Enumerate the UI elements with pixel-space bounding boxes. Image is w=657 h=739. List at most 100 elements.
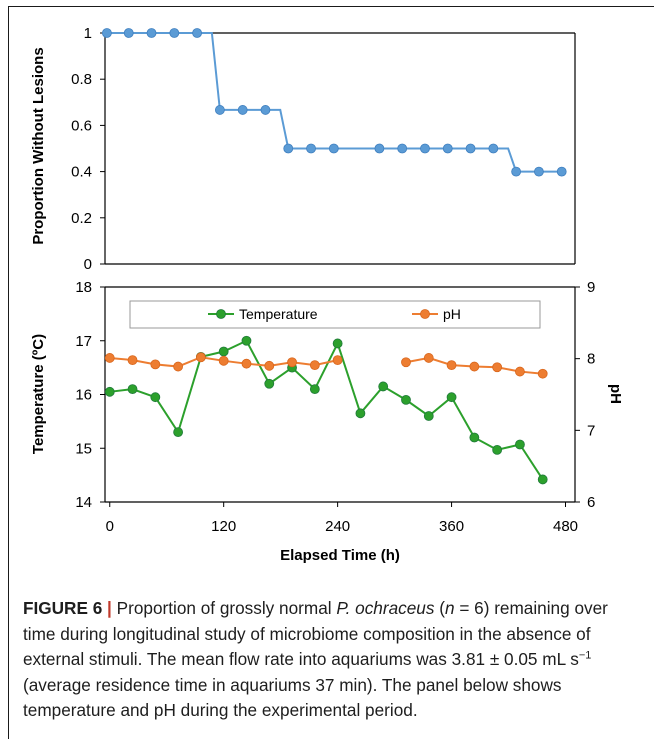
temp-y-tick-label: 17 [75, 333, 92, 350]
ph-y-tick-label: 9 [587, 279, 595, 296]
temperature-data-point [309, 384, 320, 395]
lesion-data-point [123, 28, 134, 38]
lesion-data-point [146, 28, 157, 38]
ph-y-ticks: 6 7 8 9 [575, 279, 595, 511]
temperature-data-point [127, 384, 138, 395]
lesion-data-point [420, 143, 430, 154]
caption-text-part4: (average residence time in aquariums 37 … [23, 674, 562, 721]
caption-text-part3: = 6) remaining over time during longitud… [23, 598, 608, 669]
lesion-y-tick-label: 1 [84, 25, 92, 42]
temperature-series-line [109, 339, 544, 480]
legend-box [129, 300, 541, 329]
time-x-tick-label: 480 [553, 518, 578, 535]
lesion-data-point [169, 28, 180, 38]
temp-y-tick-label: 18 [75, 279, 92, 296]
ph-data-point [195, 352, 206, 363]
ph-y-tick-label: 8 [587, 351, 595, 368]
time-x-tick-label: 360 [439, 518, 464, 535]
temperature-data-point [401, 394, 411, 405]
caption-text-part1: Proportion of grossly normal [116, 598, 332, 618]
legend-ph-label: pH [443, 306, 461, 322]
legend-ph-marker [420, 309, 430, 319]
lesion-series [101, 28, 567, 177]
lesion-y-tick-label: 0.4 [71, 164, 92, 181]
lesion-data-point [374, 143, 385, 154]
ph-data-point [127, 355, 138, 366]
time-x-tick-label: 120 [211, 518, 236, 535]
ph-data-point [241, 358, 252, 369]
temperature-data-point [378, 381, 389, 392]
ph-data-point [469, 361, 480, 372]
temp-y-tick-label: 14 [75, 494, 92, 511]
caption-separator: | [107, 598, 112, 618]
caption-text-part2: ( [439, 598, 445, 618]
temperature-data-point [264, 378, 275, 389]
ph-data-point [287, 357, 297, 368]
temp-y-tick-label: 16 [75, 387, 92, 404]
temperature-data-point [446, 392, 457, 403]
figure-frame-left [8, 6, 9, 739]
lesion-y-tick-label: 0.2 [71, 210, 92, 227]
lesion-y-axis-label: Proportion Without Lesions [30, 47, 47, 244]
time-x-axis-label: Elapsed Time (h) [280, 547, 400, 564]
temperature-data-point [150, 392, 161, 403]
temp-y-axis-label: Temperature (ºC) [30, 334, 47, 454]
legend-temperature-marker [216, 309, 226, 319]
lesion-data-point [442, 143, 453, 154]
lesion-data-point [101, 28, 112, 38]
lesion-data-point [306, 143, 316, 154]
lesion-y-ticks: 0 0.2 0.4 0.6 0.8 1 [71, 25, 105, 273]
lesion-data-point [214, 105, 225, 115]
temperature-data-point [218, 346, 229, 357]
lesion-data-point [556, 166, 567, 177]
ph-data-point [309, 360, 320, 371]
lesion-data-point [488, 143, 499, 154]
ph-data-point [446, 360, 457, 371]
lesion-data-point [237, 105, 248, 115]
ph-y-axis-label: pH [607, 384, 624, 404]
lesion-data-point [534, 166, 544, 177]
temperature-ph-panel: 14 15 16 17 18 6 7 8 9 0 120 240 360 480 Temperatur… [30, 279, 624, 564]
temp-y-tick-label: 15 [75, 440, 92, 457]
legend-temperature-label: Temperature [239, 306, 318, 322]
caption-n-symbol: n [444, 598, 455, 618]
ph-y-tick-label: 7 [587, 422, 595, 439]
lesion-data-point [328, 143, 339, 154]
figure-caption: FIGURE 6 | Proportion of grossly normal … [23, 596, 643, 724]
lesion-panel: 0 0.2 0.4 0.6 0.8 1 Proportion Without Lesion… [30, 25, 576, 273]
legend: Temperature pH [129, 300, 541, 329]
time-x-ticks: 0 120 240 360 480 [106, 502, 578, 535]
lesion-data-point [260, 105, 271, 115]
ph-data-point [173, 361, 184, 372]
lesion-y-tick-label: 0 [84, 256, 92, 273]
temperature-data-point [492, 444, 503, 455]
temperature-data-point [104, 386, 115, 397]
ph-data-point [332, 355, 343, 366]
temperature-data-point [173, 427, 184, 438]
temperature-data-point [423, 411, 434, 421]
ph-data-point [492, 362, 503, 373]
ph-data-point [401, 357, 411, 368]
lesion-data-point [397, 143, 408, 154]
caption-species: P. ochraceus [336, 598, 435, 618]
ph-data-point [264, 360, 275, 371]
time-x-tick-label: 240 [325, 518, 350, 535]
caption-superscript: −1 [578, 649, 592, 662]
lesion-data-point [511, 166, 522, 177]
ph-data-point [150, 359, 161, 370]
temperature-data-point [241, 335, 252, 346]
figure-frame-top [8, 6, 654, 7]
ph-data-point [104, 353, 115, 363]
lesion-data-point [192, 28, 203, 38]
lesion-data-point [465, 143, 476, 154]
temperature-ph-series [104, 335, 548, 485]
ph-y-tick-label: 6 [587, 494, 595, 511]
ph-data-point [515, 366, 525, 377]
temperature-data-point [469, 432, 480, 443]
temperature-data-point [332, 338, 343, 349]
temperature-data-point [515, 439, 525, 450]
time-x-tick-label: 0 [106, 518, 114, 535]
caption-figure-label: FIGURE 6 [23, 598, 103, 618]
ph-data-point [423, 353, 434, 363]
lesion-y-tick-label: 0.6 [71, 117, 92, 134]
